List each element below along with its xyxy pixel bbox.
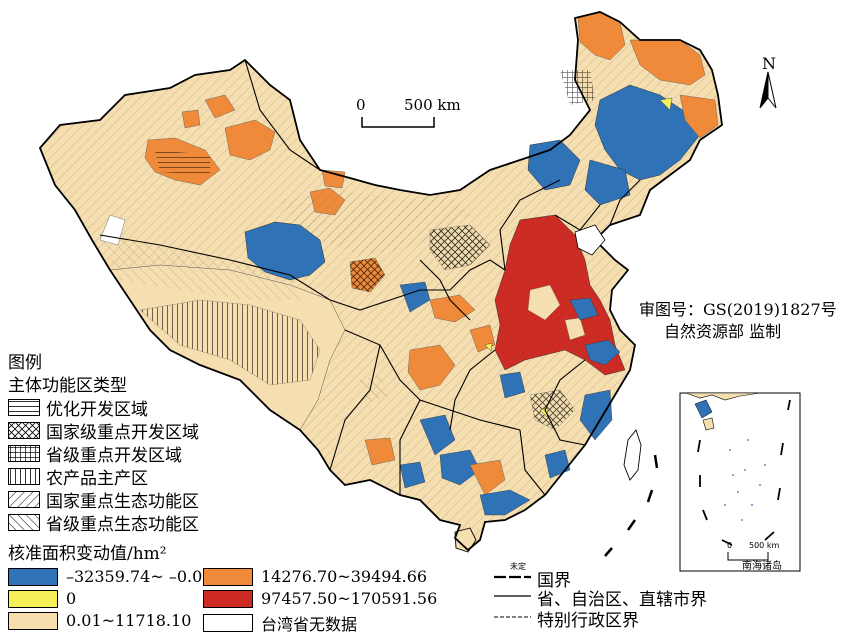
legend-zone-national-key: 国家级重点开发区域 xyxy=(8,420,199,443)
legend-value-row: 0.01~11718.10 xyxy=(8,611,191,630)
legend-zone-label: 国家级重点开发区域 xyxy=(46,422,199,443)
legend-color-swatch xyxy=(8,589,58,608)
legend-boundary-provincial: 省、自治区、直辖市界 xyxy=(537,590,707,610)
legend-zone-heading: 主体功能区类型 xyxy=(8,376,127,396)
legend-swatch xyxy=(8,398,40,416)
legend-swatch xyxy=(8,490,40,508)
legend-color-swatch xyxy=(203,589,253,608)
legend-zone-agricultural: 农产品主产区 xyxy=(8,466,148,489)
legend-zone-optimized: 优化开发区域 xyxy=(8,397,148,420)
legend-zone-label: 省级重点开发区域 xyxy=(46,445,182,466)
maritime-boundary-dashes xyxy=(604,454,659,557)
legend-swatch xyxy=(8,513,40,531)
legend-zone-provincial-eco: 省级重点生态功能区 xyxy=(8,512,199,535)
legend-value-row: 0 xyxy=(8,589,76,608)
legend-title: 图例 xyxy=(8,353,42,373)
inset-scale-start: 0 xyxy=(727,541,733,550)
legend-swatch xyxy=(8,421,40,439)
legend-boundary-lines xyxy=(494,575,531,618)
legend-zone-provincial-key: 省级重点开发区域 xyxy=(8,443,182,466)
scale-bar xyxy=(361,117,435,128)
legend-value-label: 14276.70~39494.66 xyxy=(261,567,428,586)
legend-zone-label: 省级重点生态功能区 xyxy=(46,514,199,535)
region-qinghai-blue xyxy=(244,221,326,281)
legend-swatch xyxy=(8,467,40,485)
legend-value-label: 97457.50~170591.56 xyxy=(261,589,438,608)
legend-swatch xyxy=(8,444,40,462)
south-china-sea-inset xyxy=(679,392,801,572)
legend-value-label: –32359.74~ –0.01 xyxy=(66,567,213,586)
legend-value-row: 97457.50~170591.56 xyxy=(203,589,437,608)
legend-value-row: 14276.70~39494.66 xyxy=(203,567,427,586)
scale-end-label: 500 km xyxy=(404,96,461,114)
approval-number: 审图号：GS(2019)1827号 xyxy=(639,300,837,319)
legend-boundary-national: 国界 xyxy=(537,571,571,591)
legend-value-heading: 核准面积变动值/hm² xyxy=(8,544,167,564)
legend-boundary-sar: 特别行政区界 xyxy=(537,611,639,631)
inset-scale-end: 500 km xyxy=(749,541,780,550)
legend-zone-label: 优化开发区域 xyxy=(46,399,148,420)
legend-color-swatch xyxy=(8,611,58,630)
scale-start-label: 0 xyxy=(356,96,366,114)
legend-undetermined-label: 未定 xyxy=(510,562,526,571)
legend-value-label: 0.01~11718.10 xyxy=(66,611,192,630)
legend-value-label: 台湾省无数据 xyxy=(261,615,358,634)
north-label: N xyxy=(762,54,776,73)
legend-color-swatch xyxy=(203,567,253,586)
bohai-sea xyxy=(574,224,606,256)
legend-zone-national-eco: 国家重点生态功能区 xyxy=(8,489,199,512)
legend-value-label: 0 xyxy=(66,589,77,608)
region-northeast-blue xyxy=(594,84,701,181)
legend-color-swatch xyxy=(203,614,253,632)
legend-value-row: 台湾省无数据 xyxy=(203,611,357,635)
legend-color-swatch xyxy=(8,567,58,586)
north-arrow-icon xyxy=(759,71,777,109)
legend-zone-label: 国家重点生态功能区 xyxy=(46,491,199,512)
taiwan-island xyxy=(623,429,642,481)
legend-zone-label: 农产品主产区 xyxy=(46,468,148,489)
inset-label: 南海诸岛 xyxy=(742,561,782,572)
legend-value-row: –32359.74~ –0.01 xyxy=(8,567,212,586)
approval-agency: 自然资源部 监制 xyxy=(664,322,782,341)
